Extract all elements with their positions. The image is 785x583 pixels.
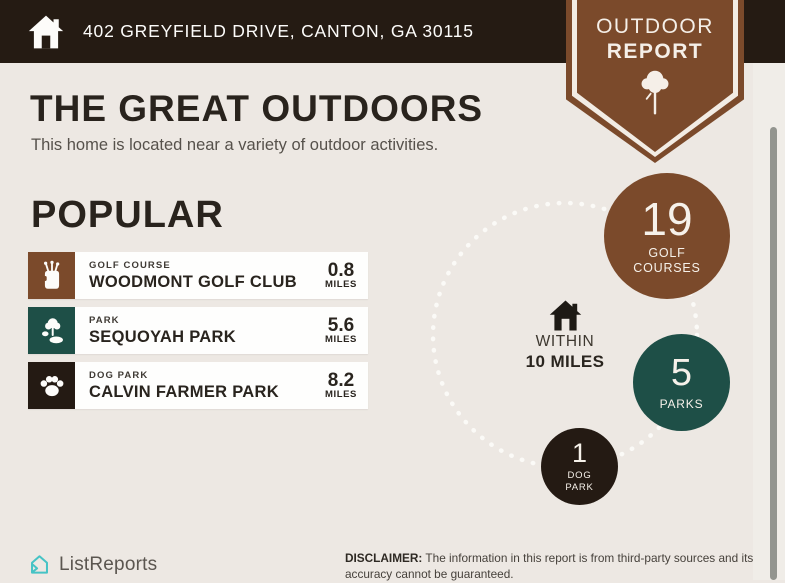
scrollbar-thumb[interactable] [770, 127, 777, 580]
popular-heading: POPULAR [31, 194, 224, 236]
parks-count: 5 [670, 351, 693, 394]
distance-unit: MILES [324, 389, 357, 401]
tree-icon [566, 68, 744, 125]
paw-icon [28, 362, 75, 409]
list-item-dog-park: DOG PARK CALVIN FARMER PARK 8.2 MILES [28, 362, 368, 409]
item-name: CALVIN FARMER PARK [89, 382, 279, 401]
badge-title-line2: REPORT [606, 40, 704, 63]
dog-park-count: 1 [571, 437, 588, 468]
disclaimer-text: DISCLAIMER: The information in this repo… [345, 551, 759, 583]
distance-value: 8.2 [327, 369, 355, 391]
distance-value: 0.8 [327, 259, 355, 281]
golf-courses-label: GOLF COURSES [633, 246, 701, 275]
outdoor-report-badge: OUTDOOR REPORT [566, 0, 744, 163]
list-item-park: PARK SEQUOYAH PARK 5.6 MILES [28, 307, 368, 354]
list-item-card: PARK SEQUOYAH PARK 5.6 MILES [75, 307, 368, 354]
page-edge-strip [753, 63, 785, 580]
item-category: GOLF COURSE [89, 259, 171, 271]
list-item-card: DOG PARK CALVIN FARMER PARK 8.2 MILES [75, 362, 368, 409]
parks-count-bubble: 5 PARKS [633, 334, 730, 431]
item-distance: 0.8 MILES [317, 259, 357, 291]
property-address: 402 GREYFIELD DRIVE, CANTON, GA 30115 [83, 21, 474, 41]
list-item-card: GOLF COURSE WOODMONT GOLF CLUB 0.8 MILES [75, 252, 368, 299]
distance-unit: MILES [324, 334, 357, 346]
item-distance: 8.2 MILES [317, 369, 357, 401]
radius-label: WITHIN 10 MILES [490, 333, 640, 372]
golf-courses-count-bubble: 19 GOLF COURSES [604, 173, 730, 299]
radius-label-line1: WITHIN [535, 333, 595, 350]
dog-park-label: DOG PARK [565, 469, 594, 493]
item-category: PARK [89, 314, 120, 326]
distance-value: 5.6 [327, 314, 355, 336]
golf-courses-count: 19 [641, 193, 693, 245]
badge-title-line1: OUTDOOR [596, 15, 714, 38]
golf-bag-icon [28, 252, 75, 299]
distance-unit: MILES [324, 279, 357, 291]
list-item-golf-course: GOLF COURSE WOODMONT GOLF CLUB 0.8 MILES [28, 252, 368, 299]
disclaimer-label: DISCLAIMER: [345, 551, 423, 565]
page-subtitle: This home is located near a variety of o… [31, 136, 439, 154]
radius-label-line2: 10 MILES [525, 352, 605, 371]
listreports-house-icon [31, 555, 48, 574]
disclaimer-body: The information in this report is from t… [345, 551, 754, 581]
park-tree-icon [28, 307, 75, 354]
item-distance: 5.6 MILES [317, 314, 357, 346]
item-category: DOG PARK [89, 369, 149, 381]
popular-list: GOLF COURSE WOODMONT GOLF CLUB 0.8 MILES [28, 252, 368, 417]
item-name: WOODMONT GOLF CLUB [89, 272, 297, 291]
home-icon-center [549, 300, 582, 331]
page-title: THE GREAT OUTDOORS [30, 88, 484, 129]
item-name: SEQUOYAH PARK [89, 327, 236, 346]
home-icon [28, 15, 64, 48]
parks-label: PARKS [659, 396, 704, 411]
dog-park-count-bubble: 1 DOG PARK [541, 428, 618, 505]
brand-name: ListReports [59, 553, 158, 575]
listreports-logo: ListReports [28, 553, 157, 576]
